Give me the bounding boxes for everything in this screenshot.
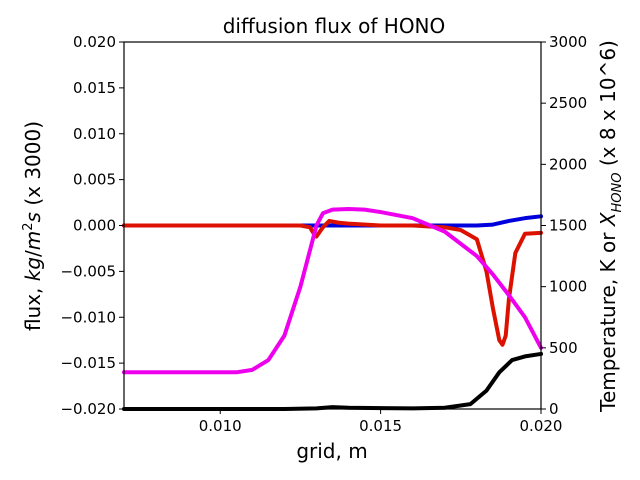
- y-left-tick-label: 0.015: [73, 79, 116, 97]
- series-line-4: [122, 351, 543, 411]
- y-right-tick-label: 2000: [549, 155, 587, 173]
- x-axis-title: grid, m: [296, 439, 367, 463]
- y-left-tick-label: 0.000: [73, 217, 116, 235]
- y-right-tick-label: 1000: [549, 278, 587, 296]
- y-left-tick-label: −0.015: [60, 354, 116, 372]
- y-left-tick-label: −0.010: [60, 308, 116, 326]
- chart-title: diffusion flux of HONO: [223, 14, 446, 38]
- y-left-tick-label: 0.020: [73, 33, 116, 51]
- x-tick-label: 0.010: [199, 417, 242, 435]
- y-right-tick-label: 3000: [549, 33, 587, 51]
- series-line-3: [122, 206, 543, 375]
- y-left-tick-label: −0.020: [60, 400, 116, 418]
- series-layer: [122, 206, 543, 411]
- y-right-tick-label: 1500: [549, 217, 587, 235]
- x-axis: 0.010 0.015 0.020: [199, 409, 563, 435]
- x-tick-label: 0.020: [520, 417, 563, 435]
- y-right-tick-label: 500: [549, 339, 578, 357]
- y-left-tick-label: 0.005: [73, 171, 116, 189]
- x-tick-label: 0.015: [359, 417, 402, 435]
- y-right-tick-label: 0: [549, 400, 559, 418]
- y-right-tick-label: 2500: [549, 94, 587, 112]
- y-left-tick-label: −0.005: [60, 262, 116, 280]
- left-axis: 0.020 0.015 0.010 0.005 0.000 −0.005 −0.010 −0.…: [60, 33, 124, 418]
- right-axis: 3000 2500 2000 1500 1000 500 0: [541, 33, 587, 418]
- y-left-tick-label: 0.010: [73, 125, 116, 143]
